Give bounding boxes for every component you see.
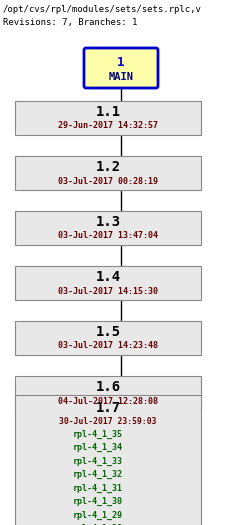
Text: 29-Jun-2017 14:32:57: 29-Jun-2017 14:32:57 [58,121,158,131]
Bar [15,395,201,525]
Text: MAIN: MAIN [108,72,134,82]
Text: 1.4: 1.4 [95,270,121,284]
Text: 1.1: 1.1 [95,105,121,119]
Text: rpl-4_1_30: rpl-4_1_30 [73,497,123,506]
Bar [15,211,201,245]
Text: rpl-4_1_32: rpl-4_1_32 [73,470,123,479]
Text: 1: 1 [117,57,125,69]
Text: rpl-4_1_35: rpl-4_1_35 [73,429,123,438]
Text: rpl-4_1_28: rpl-4_1_28 [73,524,123,525]
Text: rpl-4_1_31: rpl-4_1_31 [73,484,123,492]
Text: /opt/cvs/rpl/modules/sets/sets.rplc,v: /opt/cvs/rpl/modules/sets/sets.rplc,v [3,5,202,14]
Text: 04-Jul-2017 12:28:08: 04-Jul-2017 12:28:08 [58,396,158,405]
Text: 03-Jul-2017 14:23:48: 03-Jul-2017 14:23:48 [58,341,158,351]
Bar [15,101,201,135]
Text: 1.7: 1.7 [95,401,121,415]
Bar [15,321,201,355]
Text: 30-Jul-2017 23:59:03: 30-Jul-2017 23:59:03 [59,416,157,425]
Text: Revisions: 7, Branches: 1: Revisions: 7, Branches: 1 [3,18,137,27]
Text: 1.6: 1.6 [95,380,121,394]
Text: 03-Jul-2017 14:15:30: 03-Jul-2017 14:15:30 [58,287,158,296]
Bar [15,156,201,190]
Text: rpl-4_1_29: rpl-4_1_29 [73,510,123,520]
Bar [15,266,201,300]
Text: 1.3: 1.3 [95,215,121,229]
FancyBboxPatch shape [84,48,158,88]
Text: 1.5: 1.5 [95,325,121,339]
Text: 03-Jul-2017 00:28:19: 03-Jul-2017 00:28:19 [58,176,158,185]
Text: rpl-4_1_34: rpl-4_1_34 [73,443,123,452]
Text: 03-Jul-2017 13:47:04: 03-Jul-2017 13:47:04 [58,232,158,240]
Text: 1.2: 1.2 [95,160,121,174]
Text: rpl-4_1_33: rpl-4_1_33 [73,456,123,466]
Bar [15,376,201,410]
